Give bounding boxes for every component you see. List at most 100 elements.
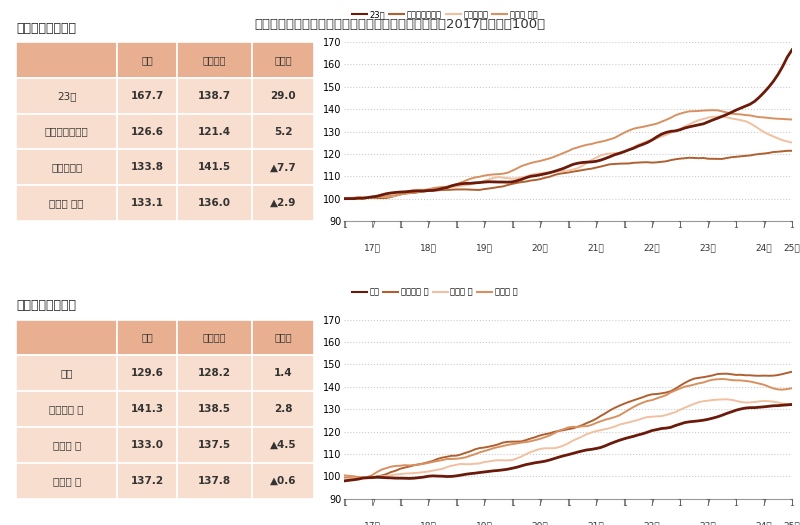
Bar xyxy=(177,113,252,150)
Text: 前年差: 前年差 xyxy=(274,55,292,65)
Bar xyxy=(177,320,252,355)
Text: 1: 1 xyxy=(790,221,794,230)
Text: 121.4: 121.4 xyxy=(198,127,231,136)
Text: 133.8: 133.8 xyxy=(131,162,164,172)
Bar xyxy=(252,78,314,113)
Text: 1: 1 xyxy=(678,499,682,508)
Text: 29.0: 29.0 xyxy=(270,91,296,101)
Bar xyxy=(16,427,118,463)
Bar xyxy=(118,150,177,185)
Text: 137.2: 137.2 xyxy=(130,476,164,486)
Text: 18年: 18年 xyxy=(420,521,437,525)
Text: 7: 7 xyxy=(538,221,542,230)
Text: 7: 7 xyxy=(594,499,598,508)
Bar xyxy=(16,320,118,355)
Bar xyxy=(252,185,314,221)
Text: 1: 1 xyxy=(566,221,570,230)
Text: 136.0: 136.0 xyxy=(198,198,231,208)
Text: 1: 1 xyxy=(734,221,738,230)
Text: 20年: 20年 xyxy=(532,521,549,525)
Legend: 都下, 神奈川県 他, 埼玉県 他, 千葉県 他: 都下, 神奈川県 他, 埼玉県 他, 千葉県 他 xyxy=(349,285,521,300)
Text: 133.1: 133.1 xyxy=(131,198,164,208)
Bar xyxy=(177,355,252,391)
Text: 7: 7 xyxy=(706,221,710,230)
Text: 1: 1 xyxy=(398,499,402,508)
Text: 埼玉県 他: 埼玉県 他 xyxy=(53,440,81,450)
Bar xyxy=(118,427,177,463)
Text: 7: 7 xyxy=(482,499,486,508)
Text: 2.8: 2.8 xyxy=(274,404,292,414)
Text: 23区: 23区 xyxy=(57,91,77,101)
Text: 7: 7 xyxy=(594,221,598,230)
Bar xyxy=(118,463,177,499)
Bar xyxy=(16,355,118,391)
Text: 17年: 17年 xyxy=(364,521,381,525)
Text: 都下: 都下 xyxy=(61,369,73,379)
Text: 19年: 19年 xyxy=(476,521,493,525)
Text: 1: 1 xyxy=(342,499,346,508)
Text: ▲2.9: ▲2.9 xyxy=(270,198,296,208)
Text: 133.0: 133.0 xyxy=(131,440,164,450)
Text: 前年差: 前年差 xyxy=(274,332,292,342)
Text: 1: 1 xyxy=(510,221,514,230)
Bar xyxy=(16,391,118,427)
Bar xyxy=(177,42,252,78)
Bar xyxy=(252,355,314,391)
Text: 【中心４エリア】: 【中心４エリア】 xyxy=(16,22,76,35)
Text: 141.3: 141.3 xyxy=(130,404,164,414)
Bar xyxy=(252,113,314,150)
Text: 24年: 24年 xyxy=(756,244,772,253)
Text: 前年同月: 前年同月 xyxy=(202,332,226,342)
Text: 7: 7 xyxy=(426,499,430,508)
Bar xyxy=(118,320,177,355)
Text: 1: 1 xyxy=(678,221,682,230)
Text: 横浜市・川崎市: 横浜市・川崎市 xyxy=(45,127,89,136)
Text: 19年: 19年 xyxy=(476,244,493,253)
Text: 1.4: 1.4 xyxy=(274,369,293,379)
Text: 7: 7 xyxy=(762,221,766,230)
Bar xyxy=(177,78,252,113)
Text: 137.5: 137.5 xyxy=(198,440,231,450)
Bar xyxy=(252,427,314,463)
Bar xyxy=(16,42,118,78)
Text: 1: 1 xyxy=(622,221,626,230)
Text: 141.5: 141.5 xyxy=(198,162,231,172)
Bar xyxy=(118,185,177,221)
Bar xyxy=(252,42,314,78)
Bar xyxy=(118,78,177,113)
Text: 1: 1 xyxy=(622,499,626,508)
Bar xyxy=(177,427,252,463)
Text: 20年: 20年 xyxy=(532,244,549,253)
Bar xyxy=(118,113,177,150)
Text: 25年: 25年 xyxy=(784,521,800,525)
Text: 5.2: 5.2 xyxy=(274,127,292,136)
Text: 138.5: 138.5 xyxy=(198,404,231,414)
Bar xyxy=(16,463,118,499)
Text: 7: 7 xyxy=(370,221,374,230)
Text: 7: 7 xyxy=(370,499,374,508)
Text: 22年: 22年 xyxy=(644,521,661,525)
Text: 1: 1 xyxy=(342,221,346,230)
Text: 24年: 24年 xyxy=(756,521,772,525)
Bar xyxy=(252,391,314,427)
Text: 【周辺４エリア】: 【周辺４エリア】 xyxy=(16,299,76,312)
Bar xyxy=(16,78,118,113)
Legend: 23区, 横浜市・川崎市, さいたま市, 千葉県 西部: 23区, 横浜市・川崎市, さいたま市, 千葉県 西部 xyxy=(349,7,541,23)
Text: 126.6: 126.6 xyxy=(131,127,164,136)
Bar xyxy=(118,355,177,391)
Text: 7: 7 xyxy=(538,499,542,508)
Text: 1: 1 xyxy=(734,499,738,508)
Text: さいたま市: さいたま市 xyxy=(51,162,82,172)
Text: 1: 1 xyxy=(790,499,794,508)
Text: 千葉県 西部: 千葉県 西部 xyxy=(50,198,84,208)
Text: 128.2: 128.2 xyxy=(198,369,231,379)
Text: ▲0.6: ▲0.6 xyxy=(270,476,296,486)
Text: 前年同月: 前年同月 xyxy=(202,55,226,65)
Text: 千葉県 他: 千葉県 他 xyxy=(53,476,81,486)
Text: 1: 1 xyxy=(454,499,458,508)
Text: 21年: 21年 xyxy=(588,244,605,253)
Text: 神奈川県 他: 神奈川県 他 xyxy=(50,404,84,414)
Bar xyxy=(16,150,118,185)
Text: 23年: 23年 xyxy=(700,244,717,253)
Bar xyxy=(118,391,177,427)
